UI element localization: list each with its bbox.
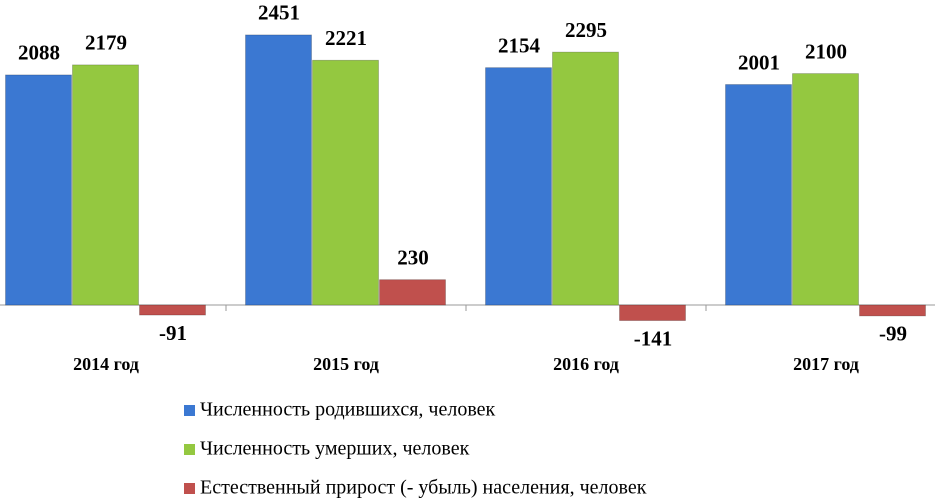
legend-swatch	[184, 483, 195, 494]
bar	[379, 279, 446, 306]
bar	[312, 59, 379, 306]
bar	[859, 304, 926, 317]
legend-label: Численность умерших, человек	[200, 438, 470, 460]
x-tick-label: 2016 год	[553, 354, 619, 374]
bar	[552, 51, 619, 306]
legend-label: Естественный прирост (- убыль) населения…	[200, 477, 647, 499]
value-label: 2001	[738, 50, 780, 74]
value-label: 2221	[325, 26, 367, 50]
value-label: 2154	[498, 33, 541, 57]
legend-swatch	[184, 405, 195, 416]
bar	[792, 73, 859, 306]
x-tick-label: 2017 год	[793, 354, 859, 374]
value-label: -99	[879, 322, 907, 346]
bar	[245, 34, 312, 306]
value-label: 2295	[565, 18, 607, 42]
bar	[5, 74, 72, 306]
value-label: 230	[397, 245, 429, 269]
value-label: 2451	[258, 1, 300, 25]
value-label: 2100	[805, 39, 847, 63]
bar	[725, 84, 792, 306]
bar	[139, 304, 206, 316]
value-label: 2179	[85, 31, 127, 55]
value-label: -91	[159, 321, 187, 345]
x-tick-label: 2014 год	[73, 354, 139, 374]
bar	[72, 64, 139, 306]
x-tick-label: 2015 год	[313, 354, 379, 374]
bar	[485, 67, 552, 306]
value-label: -141	[634, 326, 673, 350]
legend-label: Численность родившихся, человек	[200, 399, 496, 421]
bar	[619, 304, 686, 321]
legend-swatch	[184, 444, 195, 455]
value-label: 2088	[18, 41, 60, 65]
